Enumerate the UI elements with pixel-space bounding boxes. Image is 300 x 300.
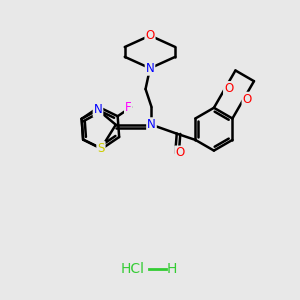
Text: HCl: HCl [120,262,144,276]
Text: S: S [97,142,105,155]
Text: O: O [224,82,233,95]
Text: F: F [125,100,132,114]
Text: O: O [175,146,184,160]
Text: O: O [242,93,252,106]
Text: N: N [94,103,102,116]
Text: N: N [147,118,156,131]
Text: N: N [146,62,154,75]
Text: H: H [167,262,178,276]
Text: O: O [146,29,154,42]
